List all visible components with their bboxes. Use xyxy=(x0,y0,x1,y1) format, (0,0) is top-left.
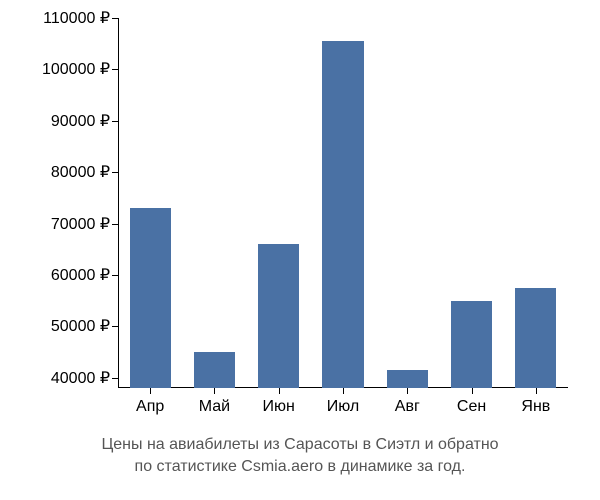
y-tick-mark xyxy=(112,69,118,70)
y-tick-label: 50000 ₽ xyxy=(51,316,118,336)
y-tick-label: 110000 ₽ xyxy=(43,8,118,28)
y-tick-mark xyxy=(112,224,118,225)
y-tick-mark xyxy=(112,378,118,379)
bar xyxy=(451,301,492,388)
y-tick-label: 70000 ₽ xyxy=(51,214,118,234)
x-tick-mark xyxy=(279,388,280,394)
bar xyxy=(387,370,428,388)
y-tick-label: 40000 ₽ xyxy=(51,368,118,388)
price-bar-chart: 40000 ₽ 50000 ₽ 60000 ₽ 70000 ₽ 80000 ₽ 90000… xyxy=(0,0,600,500)
y-tick-label: 60000 ₽ xyxy=(51,265,118,285)
bar xyxy=(322,41,363,388)
y-tick-mark xyxy=(112,18,118,19)
x-tick-mark xyxy=(536,388,537,394)
bar xyxy=(130,208,171,388)
x-tick-mark xyxy=(343,388,344,394)
x-tick-mark xyxy=(150,388,151,394)
caption-line-1: Цены на авиабилеты из Сарасоты в Сиэтл и… xyxy=(0,434,600,456)
y-tick-label: 100000 ₽ xyxy=(42,59,118,79)
y-tick-mark xyxy=(112,121,118,122)
y-axis xyxy=(118,18,119,388)
plot-area: 40000 ₽50000 ₽60000 ₽70000 ₽80000 ₽90000… xyxy=(118,18,568,388)
bar xyxy=(258,244,299,388)
x-tick-mark xyxy=(472,388,473,394)
y-tick-mark xyxy=(112,326,118,327)
chart-caption: Цены на авиабилеты из Сарасоты в Сиэтл и… xyxy=(0,434,600,477)
bar xyxy=(194,352,235,388)
x-tick-mark xyxy=(214,388,215,394)
bar xyxy=(515,288,556,388)
y-tick-mark xyxy=(112,275,118,276)
y-tick-label: 80000 ₽ xyxy=(51,162,118,182)
y-tick-label: 90000 ₽ xyxy=(51,111,118,131)
y-tick-mark xyxy=(112,172,118,173)
caption-line-2: по статистике Csmia.aero в динамике за г… xyxy=(0,456,600,478)
x-tick-mark xyxy=(407,388,408,394)
